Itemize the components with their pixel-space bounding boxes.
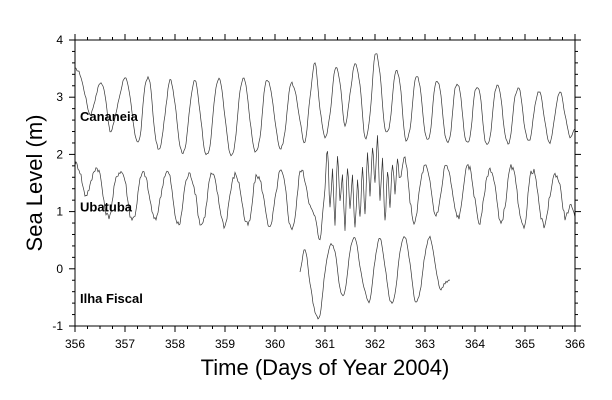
x-tick-label: 364 <box>465 337 485 351</box>
x-tick-label: 359 <box>215 337 235 351</box>
x-tick-label: 357 <box>115 337 135 351</box>
y-tick-label: 1 <box>56 205 63 219</box>
y-tick-label: 3 <box>56 90 63 104</box>
x-tick-label: 358 <box>165 337 185 351</box>
x-axis-label: Time (Days of Year 2004) <box>201 355 450 380</box>
x-tick-label: 363 <box>415 337 435 351</box>
x-tick-label: 356 <box>65 337 85 351</box>
series-label-ubatuba: Ubatuba <box>80 200 133 215</box>
series-label-cananeia: Cananeia <box>80 109 139 124</box>
y-tick-label: 4 <box>56 33 63 47</box>
y-tick-label: 2 <box>56 147 63 161</box>
y-tick-label: -1 <box>52 319 63 333</box>
x-tick-label: 362 <box>365 337 385 351</box>
series-lines <box>74 53 576 320</box>
x-tick-label: 360 <box>265 337 285 351</box>
series-line-cananeia <box>74 53 576 157</box>
axis-ticks: 356 357 358 359 360 361 362 363 364 365 366 -1 0 1 2 3 4 <box>52 33 585 351</box>
x-tick-label: 361 <box>315 337 335 351</box>
series-labels: Cananeia Ubatuba Ilha Fiscal <box>80 109 143 306</box>
y-tick-label: 0 <box>56 262 63 276</box>
series-label-ilha-fiscal: Ilha Fiscal <box>80 291 143 306</box>
x-tick-label: 365 <box>515 337 535 351</box>
x-tick-label: 366 <box>565 337 585 351</box>
y-axis-label: Sea Level (m) <box>22 115 47 252</box>
series-line-ilha-fiscal <box>299 235 451 320</box>
series-line-ubatuba <box>74 135 576 241</box>
